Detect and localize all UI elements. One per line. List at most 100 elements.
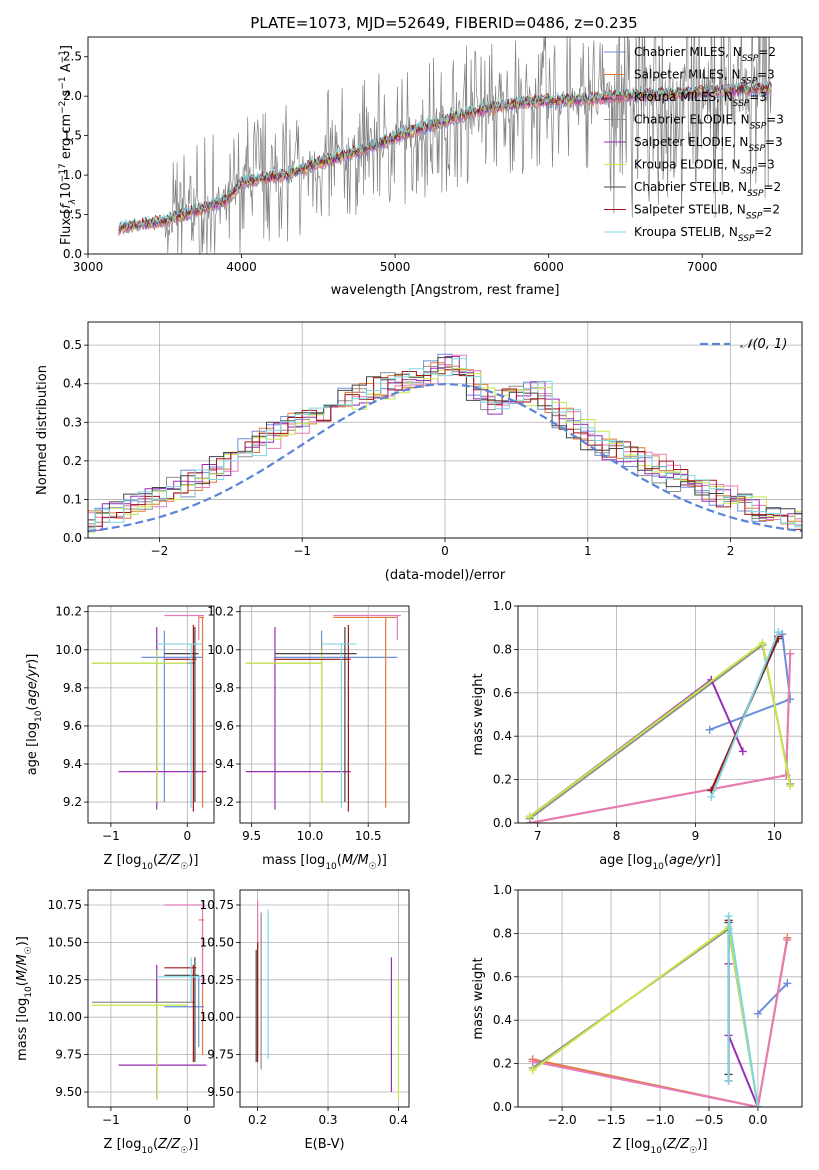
x-tick-label: 10.0 [297,829,324,843]
x-tick-label: 0.0 [748,1113,767,1127]
histogram-step-7 [88,369,802,530]
y-axis-label: age [log10(age/yr)] [25,654,44,776]
figure-title: PLATE=1073, MJD=52649, FIBERID=0486, z=0… [250,14,637,32]
legend-label: Kroupa ELODIE, NSSP=3 [634,158,775,177]
plot-area-mass-vs-ebv [255,900,400,1100]
y-axis-label: mass weight [471,957,486,1039]
weight-line-8 [710,631,780,798]
y-axis-label: Flux [fλ10−17 erg cm−2 s−1 A−1] [58,45,78,245]
x-tick-label: −1 [293,544,311,558]
y-axis-label: mass weight [471,673,486,755]
y-tick-label: 1.0 [493,883,512,897]
histogram-step-1 [88,362,802,522]
y-tick-label: 0.8 [493,926,512,940]
y-tick-label: 2.0 [63,89,82,103]
y-tick-label: 10.2 [207,605,234,619]
y-tick-label: 9.75 [207,1048,234,1062]
histogram-step-0 [88,353,802,529]
y-tick-label: 9.2 [215,795,234,809]
x-tick-label: 10.5 [355,829,382,843]
axes-frame [87,36,803,255]
x-tick-label: 7 [534,829,542,843]
x-tick-label: 3000 [73,260,104,274]
legend-label: Salpeter ELODIE, NSSP=3 [634,135,783,154]
model-line-7 [118,81,772,231]
y-tick-label: 0.8 [493,642,512,656]
plot-area-age-vs-mass [245,614,401,812]
y-tick-label: 0.1 [63,492,82,506]
axes-frame [87,889,215,1108]
weight-line-5 [532,925,759,1107]
weight-line-3 [529,643,792,820]
weight-marker-5-2 [786,782,795,791]
plot-area-age-vs-Z [91,614,207,812]
y-tick-label: 9.50 [207,1085,234,1099]
y-tick-label: 0.5 [63,208,82,222]
x-tick-label: 0.2 [248,1113,267,1127]
histogram-step-2 [88,354,802,525]
axes-frame [239,889,410,1108]
weight-line-2 [532,939,789,1107]
plot-area-residuals [88,353,802,534]
x-tick-label: −1 [102,1113,120,1127]
y-tick-label: 0.4 [63,377,82,391]
y-tick-label: 0.6 [493,970,512,984]
normal-curve [88,382,802,533]
y-tick-label: 0.0 [63,531,82,545]
y-tick-label: 9.8 [63,681,82,695]
chart-weight-vs-Z: −2.0 −1.5 −1.0 −0.5 0.0 0.0 0.2 0.4 0.6 0.8 1.0 Z [… [471,883,803,1156]
y-tick-label: 1.0 [63,168,82,182]
chart-age-vs-mass: 9.5 10.0 10.5 9.2 9.4 9.6 9.8 10.0 10.2 mass [log… [207,605,410,872]
x-tick-label: 0.4 [389,1113,408,1127]
y-axis-label: Normed distribution [35,365,50,495]
weight-marker-0-1 [786,695,795,704]
legend: Chabrier MILES, NSSP=2 Salpeter MILES, NS… [604,45,784,244]
x-axis-label: E(B-V) [304,1137,344,1152]
y-tick-label: 0.0 [63,247,82,261]
histogram-step-5 [88,368,802,533]
y-tick-label: 10.00 [200,1010,234,1024]
y-tick-label: 0.4 [493,729,512,743]
y-tick-label: 0.4 [493,1013,512,1027]
legend-label: Salpeter MILES, NSSP=3 [634,68,775,87]
x-tick-label: 6000 [533,260,564,274]
chart-mass-vs-Z: −1 0 9.50 9.75 10.00 10.25 10.50 10.75 Z [log10(… [15,889,215,1156]
weight-marker-5-0 [528,1066,537,1075]
y-tick-label: 9.50 [55,1085,82,1099]
legend-label: Kroupa MILES, NSSP=3 [634,90,767,109]
weight-marker-8-1 [724,912,733,921]
y-tick-label: 0.3 [63,415,82,429]
chart-spectrum: 3000 4000 5000 6000 7000 0.0 0.5 1.0 1.5 2.0 2.5 Ch… [58,36,803,298]
x-tick-label: −2.0 [547,1113,576,1127]
x-axis-label: mass [log10(M/M☉)] [262,853,387,872]
plot-area-weight-vs-Z [528,912,792,1107]
x-axis-label: Z [log10(Z/Z☉)] [104,853,199,872]
axes-frame [87,605,215,824]
y-tick-label: 2.5 [63,50,82,64]
weight-marker-5-1 [758,638,767,647]
x-tick-label: 0 [441,544,449,558]
y-tick-label: 10.0 [55,643,82,657]
chart-weight-vs-age: 7 8 9 10 0.0 0.2 0.4 0.6 0.8 1.0 age [log10(age/yr… [471,599,803,872]
y-tick-label: 10.50 [200,935,234,949]
y-tick-label: 0.2 [493,1057,512,1071]
x-tick-label: −2 [151,544,169,558]
weight-marker-8-2 [753,1103,762,1107]
x-tick-label: 0 [183,1113,191,1127]
x-tick-label: 9.5 [242,829,261,843]
x-tick-label: 2 [727,544,735,558]
chart-residuals: −2 −1 0 1 2 0.0 0.1 0.2 0.3 0.4 0.5 𝒩(0, 1) (data-mo… [35,321,803,583]
x-tick-label: 0.3 [318,1113,337,1127]
weight-line-0 [709,634,792,731]
chart-age-vs-Z: −1 0 9.2 9.4 9.6 9.8 10.0 10.2 Z [log10(Z/Z☉)] ag… [25,605,215,872]
y-tick-label: 1.0 [493,599,512,613]
x-tick-label: −1.5 [596,1113,625,1127]
weight-marker-8-0 [707,792,716,801]
x-tick-label: 10 [767,829,782,843]
plot-area-mass-vs-Z [91,900,207,1100]
x-axis-label: Z [log10(Z/Z☉)] [613,1137,708,1156]
weight-line-1 [529,653,792,823]
y-tick-label: 9.8 [215,681,234,695]
y-tick-label: 10.00 [48,1010,82,1024]
